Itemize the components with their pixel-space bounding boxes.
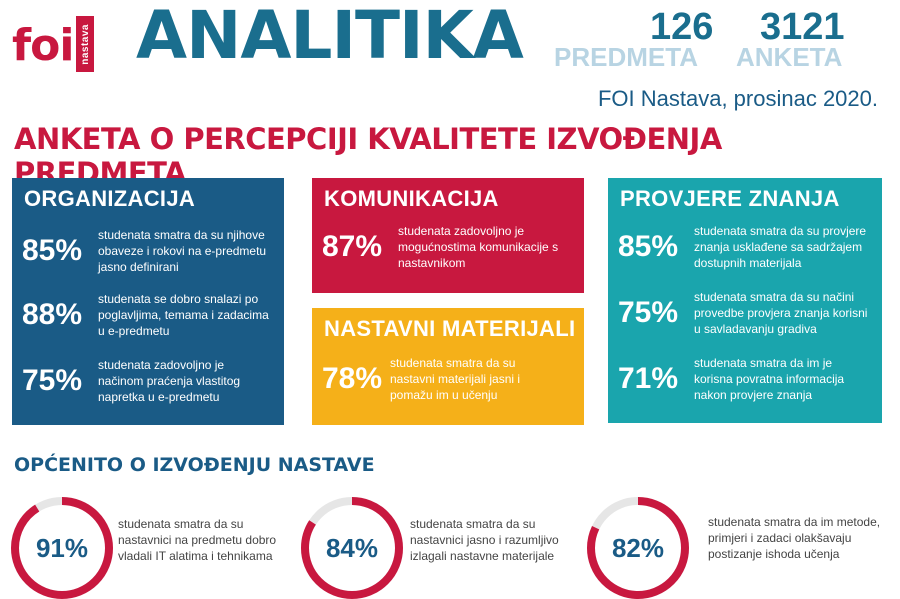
stat-description: studenata smatra da su provjere znanja u… xyxy=(694,224,867,270)
stat-percent: 75% xyxy=(618,296,679,329)
stat-item: 75% studenata smatra da su načini proved… xyxy=(608,284,882,342)
stat-item: 75% studenata zadovoljno je načinom prać… xyxy=(12,352,284,410)
general-section-title: OPĆENITO O IZVOĐENJU NASTAVE xyxy=(14,454,375,476)
logo-badge: nastava xyxy=(76,16,95,72)
stat-item: 71% studenata smatra da im je korisna po… xyxy=(608,350,882,408)
stat-description: studenata smatra da su načini provedbe p… xyxy=(694,290,868,336)
ring-percent: 84% xyxy=(325,532,379,563)
ring-progress xyxy=(587,497,689,599)
stat-subjects-value: 126 xyxy=(650,6,714,48)
ring-chart xyxy=(587,497,689,599)
ring-chart xyxy=(301,497,403,599)
stat-percent: 71% xyxy=(618,362,679,395)
stat-surveys-value: 3121 xyxy=(760,6,845,48)
ring-description: studenata smatra da su nastavnici jasno … xyxy=(410,517,559,563)
stat-description: studenata smatra da su njihove obaveze i… xyxy=(98,228,267,274)
page-title: ANALITIKA xyxy=(136,0,524,74)
stat-percent: 87% xyxy=(322,230,383,263)
box-title: ORGANIZACIJA xyxy=(24,186,196,211)
ring-progress xyxy=(11,497,113,599)
ring-gauge: 82% xyxy=(584,494,692,599)
stat-surveys-label: ANKETA xyxy=(736,42,843,72)
provjere-znanja-box: PROVJERE ZNANJA 85% studenata smatra da … xyxy=(608,178,882,423)
ring-chart xyxy=(11,497,113,599)
komunikacija-box: KOMUNIKACIJA 87% studenata zadovoljno je… xyxy=(312,178,584,293)
stat-percent: 85% xyxy=(22,234,83,267)
nastavni-materijali-box: NASTAVNI MATERIJALI 78% studenata smatra… xyxy=(312,308,584,425)
ring-percent: 91% xyxy=(35,532,89,563)
stat-subjects-label: PREDMETA xyxy=(554,42,698,72)
box-title: NASTAVNI MATERIJALI xyxy=(324,316,576,341)
stat-item: 88% studenata se dobro snalazi po poglav… xyxy=(12,286,284,344)
stat-description: studenata zadovoljno je mogućnostima kom… xyxy=(398,224,559,270)
stat-description: studenata zadovoljno je načinom praćenja… xyxy=(98,358,241,404)
stat-description: studenata smatra da im je korisna povrat… xyxy=(694,356,845,402)
logo-text: foi xyxy=(12,20,74,71)
stat-item: 78% studenata smatra da su nastavni mate… xyxy=(312,350,584,408)
ring-percent: 82% xyxy=(611,532,665,563)
ring-gauge: 84% xyxy=(298,494,406,599)
box-title: KOMUNIKACIJA xyxy=(324,186,499,211)
stat-percent: 75% xyxy=(22,364,83,397)
stat-description: studenata smatra da su nastavni materija… xyxy=(390,356,521,402)
survey-headline: ANKETA O PERCEPCIJI KVALITETE IZVOĐENJA … xyxy=(14,122,722,190)
ring-description: studenata smatra da im metode, primjeri … xyxy=(708,515,881,561)
stat-percent: 88% xyxy=(22,298,83,331)
stat-percent: 78% xyxy=(322,362,383,395)
foi-logo: foi nastava xyxy=(12,10,95,72)
stat-percent: 85% xyxy=(618,230,679,263)
logo-subtext: nastava xyxy=(79,23,91,65)
box-title: PROVJERE ZNANJA xyxy=(620,186,840,211)
stat-description: studenata se dobro snalazi po poglavljim… xyxy=(98,292,269,338)
stat-item: 87% studenata zadovoljno je mogućnostima… xyxy=(312,218,584,276)
organizacija-box: ORGANIZACIJA 85% studenata smatra da su … xyxy=(12,178,284,425)
ring-description: studenata smatra da su nastavnici na pre… xyxy=(118,517,277,563)
stat-item: 85% studenata smatra da su provjere znan… xyxy=(608,218,882,276)
ring-progress xyxy=(301,497,403,599)
subtitle-date: FOI Nastava, prosinac 2020. xyxy=(597,86,878,111)
stat-item: 85% studenata smatra da su njihove obave… xyxy=(12,222,284,280)
ring-gauge: 91% xyxy=(8,494,116,599)
